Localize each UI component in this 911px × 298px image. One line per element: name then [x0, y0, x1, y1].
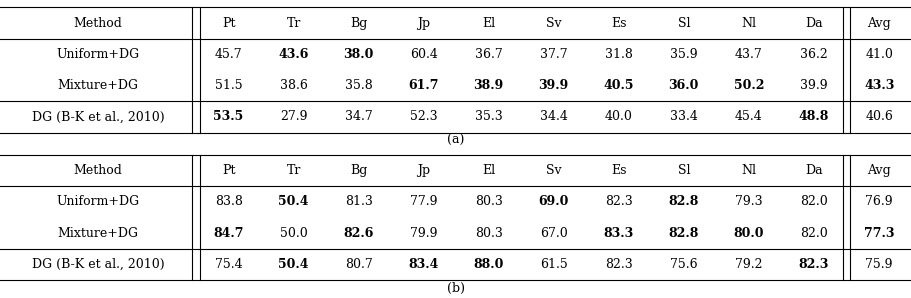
Text: Tr: Tr: [286, 17, 301, 30]
Text: 82.3: 82.3: [798, 258, 828, 271]
Text: 82.6: 82.6: [343, 227, 374, 240]
Text: 61.7: 61.7: [408, 79, 438, 92]
Text: 27.9: 27.9: [280, 111, 307, 123]
Text: 50.0: 50.0: [280, 227, 307, 240]
Text: 37.7: 37.7: [539, 48, 567, 61]
Text: DG (B-K et al., 2010): DG (B-K et al., 2010): [32, 258, 164, 271]
Text: 82.0: 82.0: [799, 227, 827, 240]
Text: Jp: Jp: [416, 164, 430, 177]
Text: 34.7: 34.7: [344, 111, 372, 123]
Text: 50.4: 50.4: [278, 258, 309, 271]
Text: 53.5: 53.5: [213, 111, 243, 123]
Text: 38.0: 38.0: [343, 48, 374, 61]
Text: Avg: Avg: [866, 17, 890, 30]
Text: Uniform+DG: Uniform+DG: [56, 195, 139, 208]
Text: 80.7: 80.7: [344, 258, 372, 271]
Text: 39.9: 39.9: [799, 79, 826, 92]
Text: 45.7: 45.7: [215, 48, 242, 61]
Text: 83.8: 83.8: [214, 195, 242, 208]
Text: 35.9: 35.9: [670, 48, 697, 61]
Text: 36.0: 36.0: [668, 79, 698, 92]
Text: Es: Es: [610, 17, 626, 30]
Text: 35.3: 35.3: [475, 111, 502, 123]
Text: 40.5: 40.5: [603, 79, 633, 92]
Text: Method: Method: [74, 17, 122, 30]
Text: Nl: Nl: [741, 17, 755, 30]
Text: 88.0: 88.0: [473, 258, 504, 271]
Text: 41.0: 41.0: [865, 48, 892, 61]
Text: Pt: Pt: [221, 164, 235, 177]
Text: 36.2: 36.2: [799, 48, 827, 61]
Text: Da: Da: [804, 17, 822, 30]
Text: El: El: [482, 164, 495, 177]
Text: 50.2: 50.2: [732, 79, 763, 92]
Text: 43.3: 43.3: [863, 79, 894, 92]
Text: Bg: Bg: [350, 17, 367, 30]
Text: El: El: [482, 17, 495, 30]
Text: 83.3: 83.3: [603, 227, 633, 240]
Text: 60.4: 60.4: [409, 48, 437, 61]
Text: Da: Da: [804, 164, 822, 177]
Text: 48.8: 48.8: [798, 111, 828, 123]
Text: Nl: Nl: [741, 164, 755, 177]
Text: 43.7: 43.7: [734, 48, 762, 61]
Text: Es: Es: [610, 164, 626, 177]
Text: 33.4: 33.4: [669, 111, 697, 123]
Text: 84.7: 84.7: [213, 227, 243, 240]
Text: 80.3: 80.3: [475, 227, 502, 240]
Text: 77.3: 77.3: [863, 227, 894, 240]
Text: 82.3: 82.3: [604, 195, 632, 208]
Text: 77.9: 77.9: [409, 195, 437, 208]
Text: 40.6: 40.6: [865, 111, 892, 123]
Text: 82.3: 82.3: [604, 258, 632, 271]
Text: Mixture+DG: Mixture+DG: [57, 227, 138, 240]
Text: Uniform+DG: Uniform+DG: [56, 48, 139, 61]
Text: 36.7: 36.7: [475, 48, 502, 61]
Text: 75.4: 75.4: [215, 258, 242, 271]
Text: 80.3: 80.3: [475, 195, 502, 208]
Text: Pt: Pt: [221, 17, 235, 30]
Text: 38.6: 38.6: [280, 79, 307, 92]
Text: 50.4: 50.4: [278, 195, 309, 208]
Text: 35.8: 35.8: [344, 79, 372, 92]
Text: Mixture+DG: Mixture+DG: [57, 79, 138, 92]
Text: 45.4: 45.4: [734, 111, 762, 123]
Text: 82.8: 82.8: [668, 195, 698, 208]
Text: (b): (b): [446, 282, 465, 295]
Text: 79.9: 79.9: [409, 227, 437, 240]
Text: Tr: Tr: [286, 164, 301, 177]
Text: 67.0: 67.0: [539, 227, 567, 240]
Text: 39.9: 39.9: [538, 79, 568, 92]
Text: 38.9: 38.9: [473, 79, 503, 92]
Text: (a): (a): [446, 134, 465, 147]
Text: 34.4: 34.4: [539, 111, 567, 123]
Text: 82.0: 82.0: [799, 195, 827, 208]
Text: 76.9: 76.9: [865, 195, 892, 208]
Text: Avg: Avg: [866, 164, 890, 177]
Text: 80.0: 80.0: [732, 227, 763, 240]
Text: Sl: Sl: [677, 17, 690, 30]
Text: Sl: Sl: [677, 164, 690, 177]
Text: 52.3: 52.3: [409, 111, 437, 123]
Text: 69.0: 69.0: [537, 195, 568, 208]
Text: Bg: Bg: [350, 164, 367, 177]
Text: 83.4: 83.4: [408, 258, 438, 271]
Text: Jp: Jp: [416, 17, 430, 30]
Text: Method: Method: [74, 164, 122, 177]
Text: 31.8: 31.8: [604, 48, 632, 61]
Text: 79.2: 79.2: [734, 258, 762, 271]
Text: 75.6: 75.6: [670, 258, 697, 271]
Text: 75.9: 75.9: [865, 258, 892, 271]
Text: 40.0: 40.0: [604, 111, 632, 123]
Text: 82.8: 82.8: [668, 227, 698, 240]
Text: DG (B-K et al., 2010): DG (B-K et al., 2010): [32, 111, 164, 123]
Text: 79.3: 79.3: [734, 195, 762, 208]
Text: 51.5: 51.5: [215, 79, 242, 92]
Text: Sv: Sv: [546, 164, 561, 177]
Text: 61.5: 61.5: [539, 258, 567, 271]
Text: 81.3: 81.3: [344, 195, 373, 208]
Text: 43.6: 43.6: [278, 48, 309, 61]
Text: Sv: Sv: [546, 17, 561, 30]
